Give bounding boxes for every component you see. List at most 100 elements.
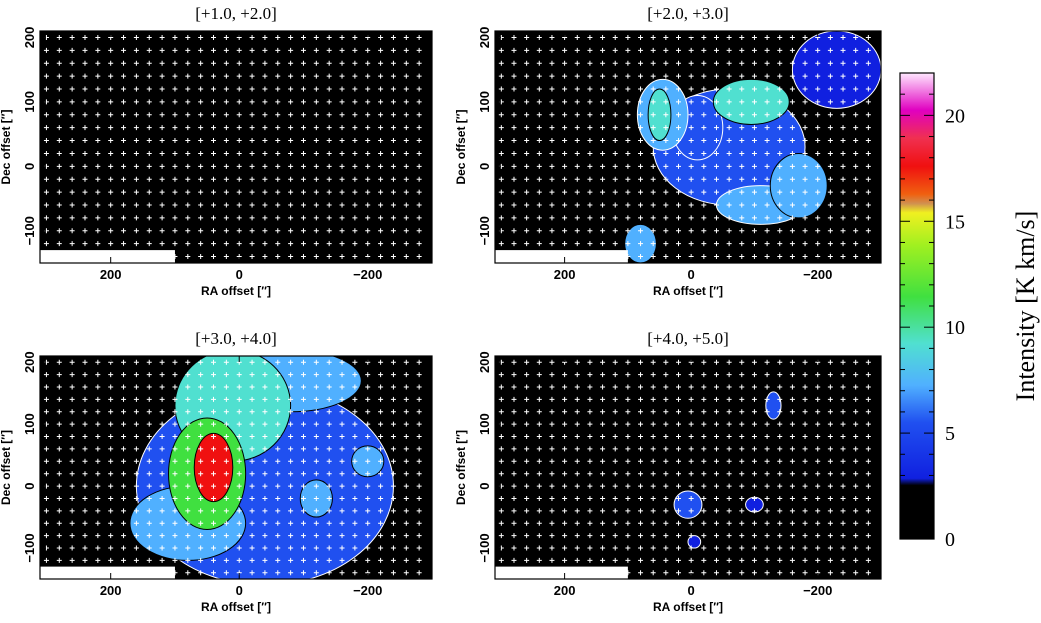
position-marker [777, 86, 783, 92]
position-marker [56, 202, 62, 208]
position-marker [802, 557, 808, 563]
position-marker [802, 73, 808, 79]
position-marker [275, 570, 281, 576]
position-marker [524, 471, 530, 477]
position-marker [827, 508, 833, 514]
position-marker [275, 254, 281, 260]
position-marker [587, 86, 593, 92]
position-marker [365, 446, 371, 452]
position-marker [159, 34, 165, 40]
position-marker [663, 458, 669, 464]
position-marker [352, 434, 358, 440]
position-marker [95, 73, 101, 79]
position-marker [650, 125, 656, 131]
position-marker [549, 495, 555, 501]
position-marker [549, 99, 555, 105]
position-marker [764, 372, 770, 378]
position-marker [146, 215, 152, 221]
position-marker [751, 60, 757, 66]
position-marker [133, 446, 139, 452]
position-marker [511, 47, 517, 53]
position-marker [764, 495, 770, 501]
position-marker [777, 570, 783, 576]
position-marker [416, 570, 422, 576]
position-marker [726, 520, 732, 526]
position-marker [82, 60, 88, 66]
position-marker [211, 125, 217, 131]
position-marker [352, 545, 358, 551]
position-marker [236, 150, 242, 156]
position-marker [339, 228, 345, 234]
position-marker [600, 409, 606, 415]
position-marker [612, 495, 618, 501]
position-marker [185, 34, 191, 40]
position-marker [339, 458, 345, 464]
position-marker [211, 176, 217, 182]
position-marker [638, 471, 644, 477]
position-marker [751, 495, 757, 501]
position-marker [95, 359, 101, 365]
position-marker [815, 112, 821, 118]
position-marker [663, 520, 669, 526]
position-marker [701, 495, 707, 501]
position-marker [300, 483, 306, 489]
position-marker [688, 372, 694, 378]
position-marker [549, 446, 555, 452]
position-marker [777, 254, 783, 260]
position-marker [223, 421, 229, 427]
position-marker [275, 228, 281, 234]
position-marker [56, 458, 62, 464]
position-marker [275, 138, 281, 144]
position-marker [562, 176, 568, 182]
position-marker [416, 215, 422, 221]
position-marker [562, 396, 568, 402]
position-marker [802, 508, 808, 514]
position-marker [574, 163, 580, 169]
position-marker [853, 228, 859, 234]
position-marker [840, 150, 846, 156]
position-marker [612, 241, 618, 247]
position-marker [739, 241, 745, 247]
position-marker [223, 458, 229, 464]
position-marker [587, 241, 593, 247]
position-marker [827, 86, 833, 92]
position-marker [498, 138, 504, 144]
position-marker [43, 60, 49, 66]
position-marker [300, 112, 306, 118]
position-marker [56, 86, 62, 92]
position-marker [840, 495, 846, 501]
position-marker [69, 409, 75, 415]
position-marker [95, 434, 101, 440]
position-marker [600, 34, 606, 40]
position-marker [82, 508, 88, 514]
position-marker [789, 73, 795, 79]
position-marker [95, 545, 101, 551]
position-marker [223, 570, 229, 576]
position-marker [815, 176, 821, 182]
position-marker [198, 421, 204, 427]
position-marker [185, 254, 191, 260]
position-marker [288, 202, 294, 208]
position-marker [701, 86, 707, 92]
position-marker [853, 520, 859, 526]
position-marker [365, 471, 371, 477]
position-marker [249, 73, 255, 79]
position-marker [701, 60, 707, 66]
position-marker [511, 202, 517, 208]
position-marker [352, 34, 358, 40]
position-marker [159, 471, 165, 477]
position-marker [676, 570, 682, 576]
position-marker [751, 47, 757, 53]
position-marker [262, 495, 268, 501]
map-background [40, 31, 432, 263]
position-marker [625, 138, 631, 144]
position-marker [853, 202, 859, 208]
position-marker [625, 434, 631, 440]
position-marker [416, 434, 422, 440]
position-marker [865, 434, 871, 440]
position-marker [403, 421, 409, 427]
position-marker [853, 359, 859, 365]
position-marker [650, 112, 656, 118]
position-marker [326, 421, 332, 427]
